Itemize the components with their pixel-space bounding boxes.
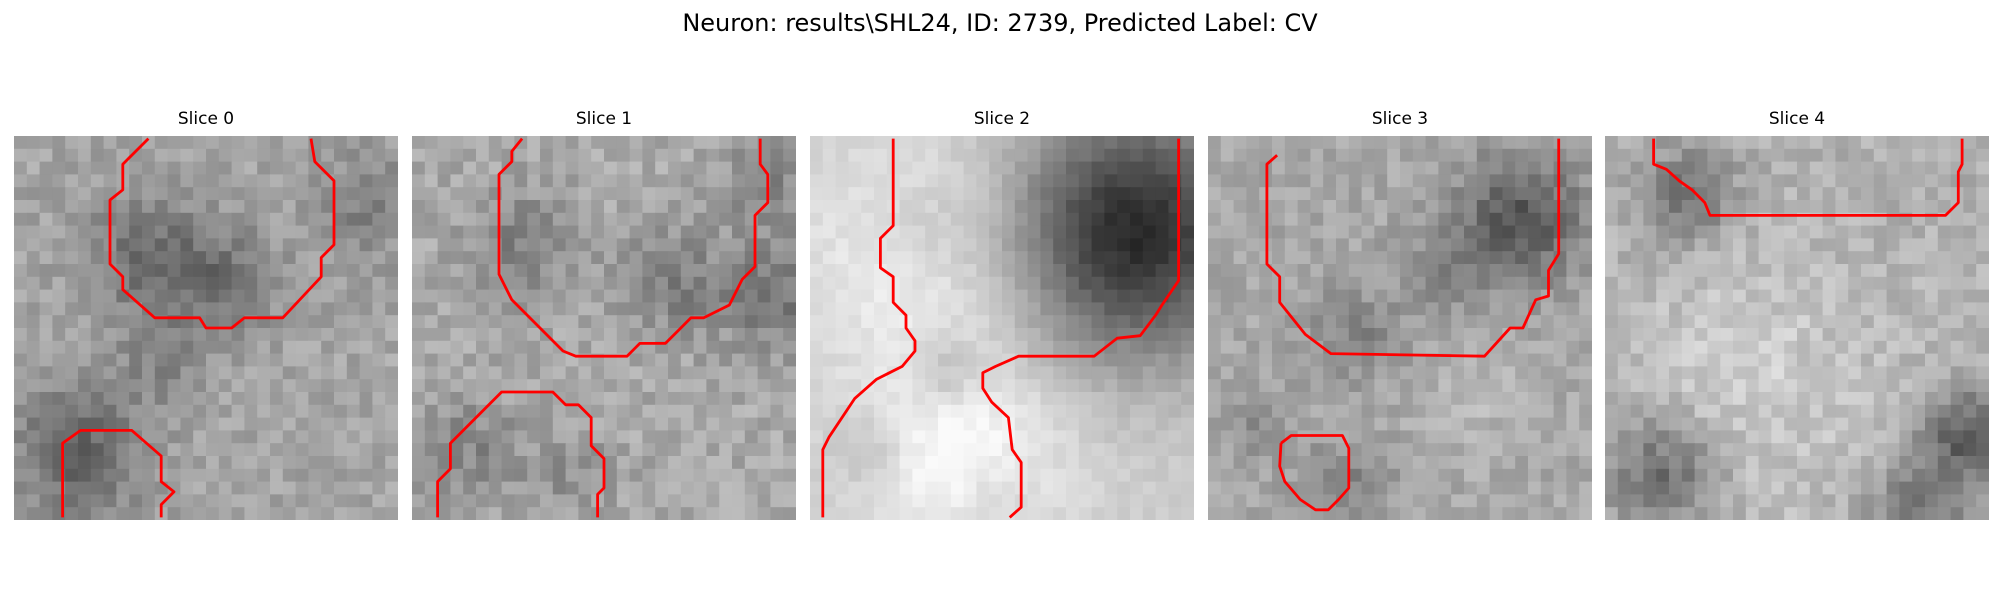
slice-panel-3: Slice 3 xyxy=(1208,108,1592,520)
segmentation-contour xyxy=(497,137,770,358)
figure-title: Neuron: results\SHL24, ID: 2739, Predict… xyxy=(682,9,1318,37)
slice-panel-4: Slice 4 xyxy=(1605,108,1989,520)
segmentation-contour xyxy=(1652,138,1964,217)
segmentation-contour xyxy=(1278,434,1351,512)
slice-pixels xyxy=(810,136,1194,520)
slice-title-1: Slice 1 xyxy=(575,109,633,129)
slice-title-3: Slice 3 xyxy=(1371,109,1429,129)
segmentation-contour xyxy=(1265,138,1561,358)
slice-pixels xyxy=(412,136,796,520)
slice-pixels xyxy=(1208,136,1592,520)
slice-title-4: Slice 4 xyxy=(1768,109,1826,129)
slice-panel-1: Slice 1 xyxy=(412,108,796,520)
slice-image-3 xyxy=(1208,136,1592,520)
slice-image-1 xyxy=(412,136,796,520)
segmentation-contour xyxy=(61,428,176,518)
slice-title-2: Slice 2 xyxy=(973,109,1031,129)
slice-panel-2: Slice 2 xyxy=(810,108,1194,520)
slice-title-0: Slice 0 xyxy=(177,109,235,129)
slice-panel-0: Slice 0 xyxy=(14,108,398,520)
segmentation-contour xyxy=(821,138,917,518)
slice-pixels xyxy=(14,136,398,520)
slice-image-0 xyxy=(14,136,398,520)
segmentation-contour xyxy=(981,138,1181,519)
segmentation-contour xyxy=(436,390,606,518)
segmentation-contour xyxy=(108,137,336,330)
slice-image-4 xyxy=(1605,136,1989,520)
slice-image-2 xyxy=(810,136,1194,520)
slice-pixels xyxy=(1605,136,1989,520)
